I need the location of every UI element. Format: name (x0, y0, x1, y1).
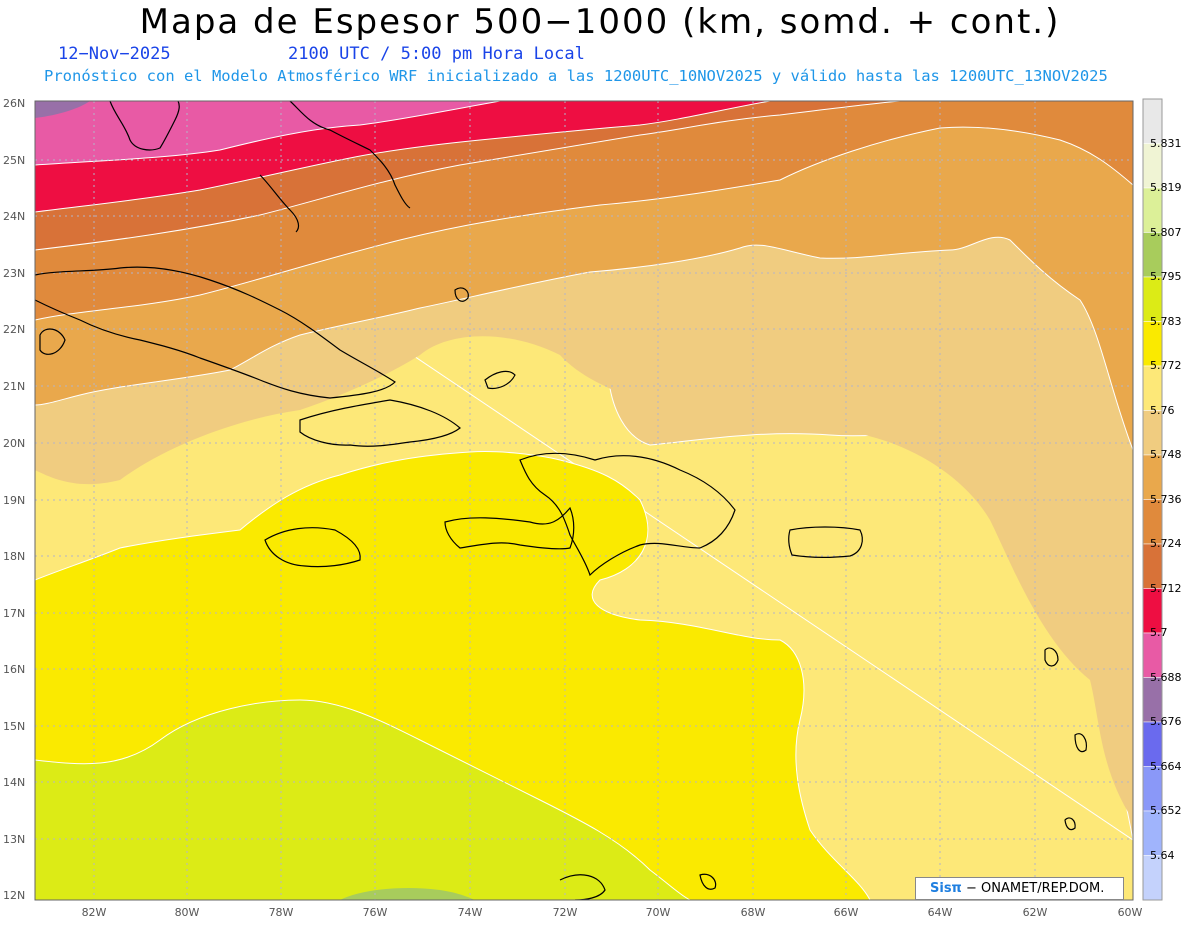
coastlines (35, 101, 1087, 900)
lat-label: 23N (3, 267, 25, 280)
time-label: 2100 UTC / 5:00 pm Hora Local (288, 44, 585, 64)
florida-coast (109, 101, 180, 151)
colorbar-frame (1142, 98, 1163, 901)
lon-label: 80W (175, 906, 200, 919)
lon-label: 62W (1023, 906, 1048, 919)
map-title: Mapa de Espesor 500−1000 (km, somd. + co… (139, 2, 1061, 42)
colorbar-label: 5.736 (1150, 493, 1182, 506)
lon-label: 60W (1118, 906, 1143, 919)
colorbar-labels: 5.831 5.819 5.807 5.795 5.783 5.772 5.76… (1150, 137, 1182, 862)
colorbar-label: 5.772 (1150, 359, 1182, 372)
colorbar-label: 5.664 (1150, 760, 1182, 773)
date-label: 12−Nov−2025 (58, 44, 171, 64)
lon-label: 76W (363, 906, 388, 919)
lat-labels: 26N 25N 24N 23N 22N 21N 20N 19N 18N 17N … (3, 97, 25, 902)
colorbar-label: 5.807 (1150, 226, 1182, 239)
colorbar-label: 5.64 (1150, 849, 1175, 862)
lon-labels: 82W 80W 78W 76W 74W 72W 70W 68W 66W 64W … (82, 906, 1143, 919)
colorbar-label: 5.76 (1150, 404, 1175, 417)
colorbar-label: 5.652 (1150, 804, 1182, 817)
map-gridlines (35, 101, 1133, 900)
thickness-field (35, 101, 1133, 900)
colorbar-label: 5.712 (1150, 582, 1182, 595)
lon-label: 74W (458, 906, 483, 919)
lon-label: 66W (834, 906, 859, 919)
lat-label: 12N (3, 889, 25, 902)
credit-org: − ONAMET/REP.DOM. (961, 881, 1105, 896)
puerto-rico-coast (788, 526, 863, 558)
colorbar-label: 5.724 (1150, 537, 1182, 550)
lat-label: 13N (3, 833, 25, 846)
lat-label: 26N (3, 97, 25, 110)
haiti-coast (444, 506, 575, 550)
colorbar-label: 5.783 (1150, 315, 1182, 328)
lon-label: 70W (646, 906, 671, 919)
lat-label: 24N (3, 210, 25, 223)
map-frame (34, 100, 1134, 901)
colorbar-label: 5.676 (1150, 715, 1182, 728)
lat-label: 14N (3, 776, 25, 789)
lat-label: 16N (3, 663, 25, 676)
lat-label: 19N (3, 494, 25, 507)
lat-label: 15N (3, 720, 25, 733)
lon-label: 82W (82, 906, 107, 919)
lon-label: 72W (553, 906, 578, 919)
colorbar-label: 5.7 (1150, 626, 1168, 639)
lat-label: 25N (3, 154, 25, 167)
lat-label: 18N (3, 550, 25, 563)
colorbar-label: 5.688 (1150, 671, 1182, 684)
hispaniola-coast (519, 452, 736, 577)
forecast-info: Pronóstico con el Modelo Atmosférico WRF… (44, 67, 1108, 85)
lat-label: 21N (3, 380, 25, 393)
colorbar-swatch (1142, 855, 1163, 901)
colorbar-label: 5.819 (1150, 181, 1182, 194)
lat-label: 17N (3, 607, 25, 620)
sispi-logo: Sisπ (930, 881, 962, 896)
lon-label: 64W (928, 906, 953, 919)
colorbar-label: 5.748 (1150, 448, 1182, 461)
lon-label: 68W (741, 906, 766, 919)
lon-label: 78W (269, 906, 294, 919)
colorbar-label: 5.795 (1150, 270, 1182, 283)
credit-box: Sisπ − ONAMET/REP.DOM. (915, 877, 1124, 900)
cuba-coast (35, 266, 396, 399)
lat-label: 22N (3, 323, 25, 336)
colorbar: 5.831 5.819 5.807 5.795 5.783 5.772 5.76… (1142, 98, 1182, 901)
jamaica-coast (264, 527, 361, 568)
lat-label: 20N (3, 437, 25, 450)
colorbar-label: 5.831 (1150, 137, 1182, 150)
